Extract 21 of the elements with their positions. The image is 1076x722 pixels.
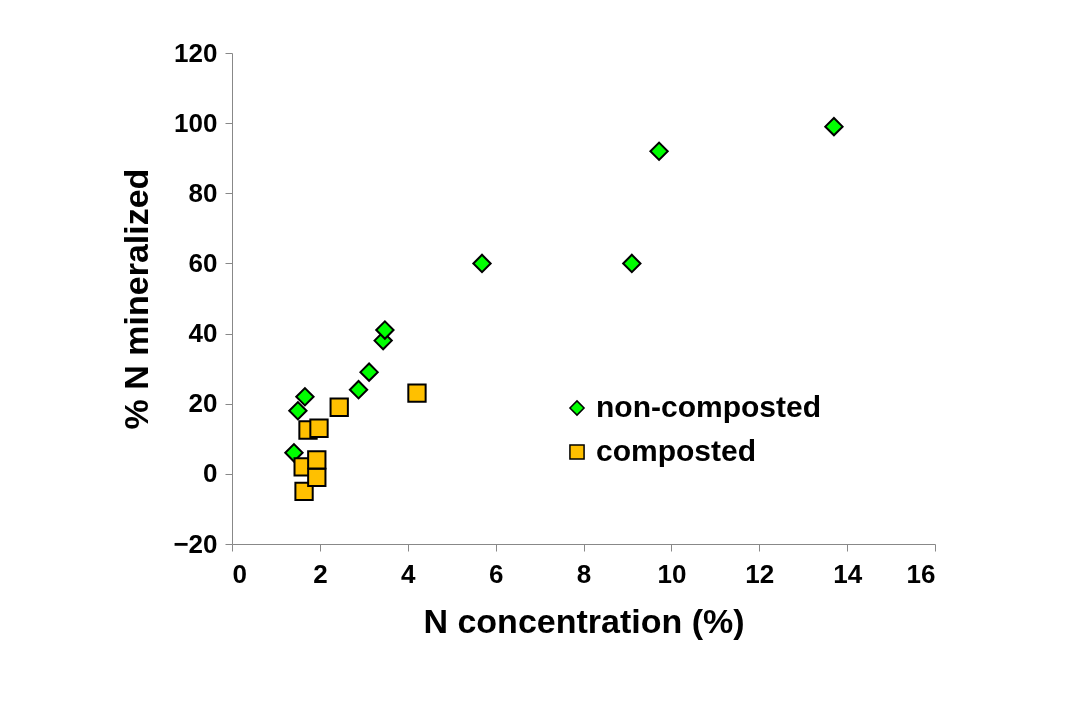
x-tick-label: 16 xyxy=(906,558,936,589)
legend-label: composted xyxy=(596,434,757,467)
x-tick-label: 4 xyxy=(401,558,417,589)
y-tick-label: 0 xyxy=(203,458,218,489)
y-tick-label: 80 xyxy=(188,177,218,208)
x-tick-label: 6 xyxy=(488,558,504,589)
y-tick-label: 40 xyxy=(188,318,218,349)
x-axis-title: N concentration (%) xyxy=(423,601,745,640)
y-tick-label: −20 xyxy=(173,528,218,559)
x-tick-label: 12 xyxy=(745,558,775,589)
y-tick-label: 100 xyxy=(174,107,218,138)
x-tick-label: 10 xyxy=(657,558,687,589)
y-tick-label: 20 xyxy=(188,388,218,419)
y-tick-label: 120 xyxy=(174,37,218,68)
x-tick-label: 14 xyxy=(833,558,863,589)
y-tick-label: 60 xyxy=(188,247,218,278)
y-axis-title: % N mineralized xyxy=(117,168,156,430)
x-tick-label: 2 xyxy=(313,558,328,589)
legend-label: non-composted xyxy=(596,390,821,423)
x-tick-label: 8 xyxy=(576,558,592,589)
x-tick-label: 0 xyxy=(232,558,247,589)
